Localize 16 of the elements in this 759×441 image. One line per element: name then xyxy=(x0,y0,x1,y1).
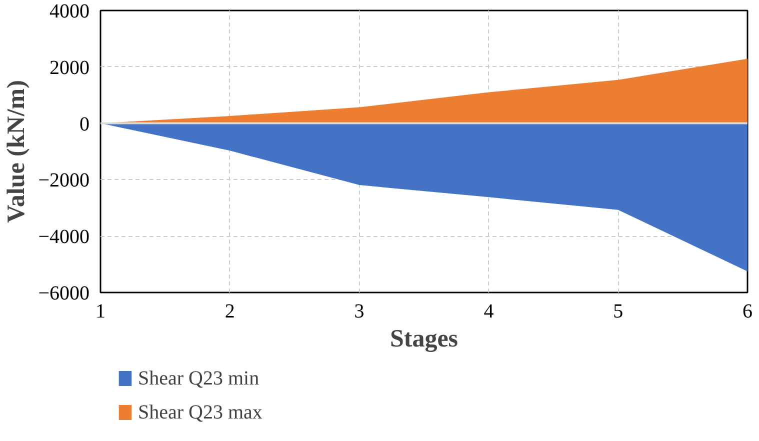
y-tick-label: 2000 xyxy=(50,56,90,79)
legend-label: Shear Q23 min xyxy=(138,368,260,390)
y-tick-label: 4000 xyxy=(50,0,90,22)
x-tick-label: 4 xyxy=(484,300,494,322)
x-tick-label: 5 xyxy=(613,300,624,322)
x-axis-title: Stages xyxy=(390,326,458,352)
y-tick-label: −2000 xyxy=(38,170,90,192)
y-tick-label: −6000 xyxy=(38,282,90,304)
y-tick-label: 0 xyxy=(80,113,90,136)
y-tick-label: −4000 xyxy=(38,226,90,248)
x-tick-label: 2 xyxy=(224,300,235,322)
x-tick-label: 3 xyxy=(354,300,364,322)
legend-label: Shear Q23 max xyxy=(138,402,262,424)
x-tick-label: 1 xyxy=(96,300,106,322)
y-axis-title: Value (kN/m) xyxy=(3,80,30,223)
x-tick-label: 6 xyxy=(742,300,752,322)
